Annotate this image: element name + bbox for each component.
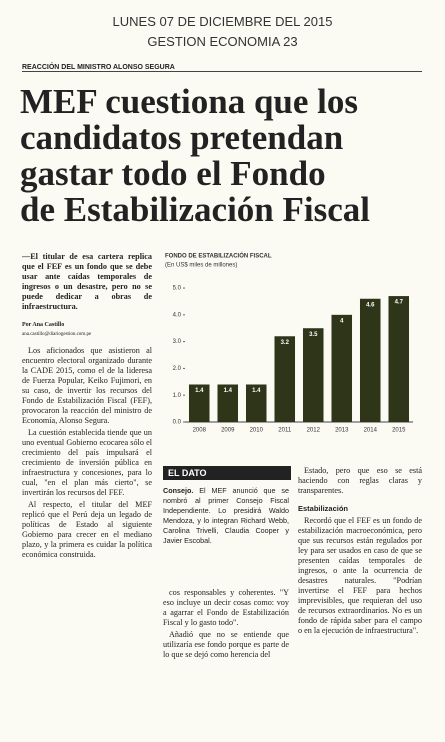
value-label: 1.4 [224,388,233,394]
paragraph: La cuestión establecida tiende que un un… [22,428,152,497]
headline-line: de Estabilización Fiscal [20,190,370,229]
value-label: 1.4 [195,388,204,394]
dato-text: El MEF anunció que se nombró al primer C… [163,486,289,545]
paragraph: Los aficionados que asistieron al encuen… [22,346,152,425]
lead: —El titular de esa cartera replica que e… [22,252,152,311]
x-tick-label: 2013 [335,428,349,434]
paragraph: Recordó que el FEF es un fondo de estabi… [298,516,422,635]
value-label: 3.5 [309,332,318,338]
y-tick-label: 0.0 [173,420,182,426]
chart-subtitle: (En US$ miles de millones) [165,263,237,269]
headline-line: candidatos pretendan [20,118,344,157]
x-tick-label: 2010 [250,428,264,434]
bar [359,298,381,422]
bar [388,296,410,422]
chart: FONDO DE ESTABILIZACIÓN FISCAL (En US$ mi… [165,252,413,434]
dato-lead: Consejo. [163,486,194,495]
paragraph: Al respecto, el titular del MEF replicó … [22,500,152,559]
paragraph: cos responsables y coherentes. "Y eso in… [163,588,289,627]
x-tick-label: 2011 [278,428,292,434]
bar [245,384,267,422]
dato-box: Consejo. El MEF anunció que se nombró al… [163,486,289,586]
email: ana.castillo@diariogestion.com.pe [22,332,92,337]
paragraph: Añadió que no se entiende que utilizaría… [163,630,289,659]
x-tick-label: 2014 [364,428,378,434]
bar [274,336,296,422]
date: LUNES 07 DE DICIEMBRE DEL 2015 [112,14,333,29]
y-tick-label: 2.0 [173,366,182,372]
headline-line: gastar todo el Fondo [20,154,326,193]
x-tick-label: 2012 [307,428,321,434]
x-tick-label: 2009 [221,428,235,434]
right-column: Estado, pero que eso se está haciendo co… [298,466,422,738]
middle-column: cos responsables y coherentes. "Y eso in… [163,588,289,738]
headline-line: MEF cuestiona que los [20,82,359,121]
value-label: 4 [340,318,344,324]
y-tick-label: 1.0 [173,393,182,399]
subhead: Estabilización [298,504,349,513]
byline: Por Ana Castillo [22,322,65,328]
value-label: 4.6 [366,302,375,308]
value-label: 4.7 [395,300,404,306]
value-label: 3.2 [281,340,290,346]
bar [217,384,239,422]
kicker: REACCIÓN DEL MINISTRO ALONSO SEGURA [22,64,422,72]
chart-title: FONDO DE ESTABILIZACIÓN FISCAL [165,252,272,260]
y-tick-label: 4.0 [173,312,182,318]
paragraph: Estado, pero que eso se está haciendo co… [298,466,422,495]
dato-label: EL DATO [163,466,291,480]
section: GESTION ECONOMIA 23 [147,34,298,49]
y-tick-label: 3.0 [173,339,182,345]
x-tick-label: 2015 [392,428,406,434]
bar [331,314,353,422]
bar [302,328,324,422]
x-tick-label: 2008 [193,428,207,434]
value-label: 1.4 [252,388,261,394]
left-column: —El titular de esa cartera replica que e… [22,252,152,742]
bar [188,384,210,422]
y-tick-label: 5.0 [173,286,182,292]
